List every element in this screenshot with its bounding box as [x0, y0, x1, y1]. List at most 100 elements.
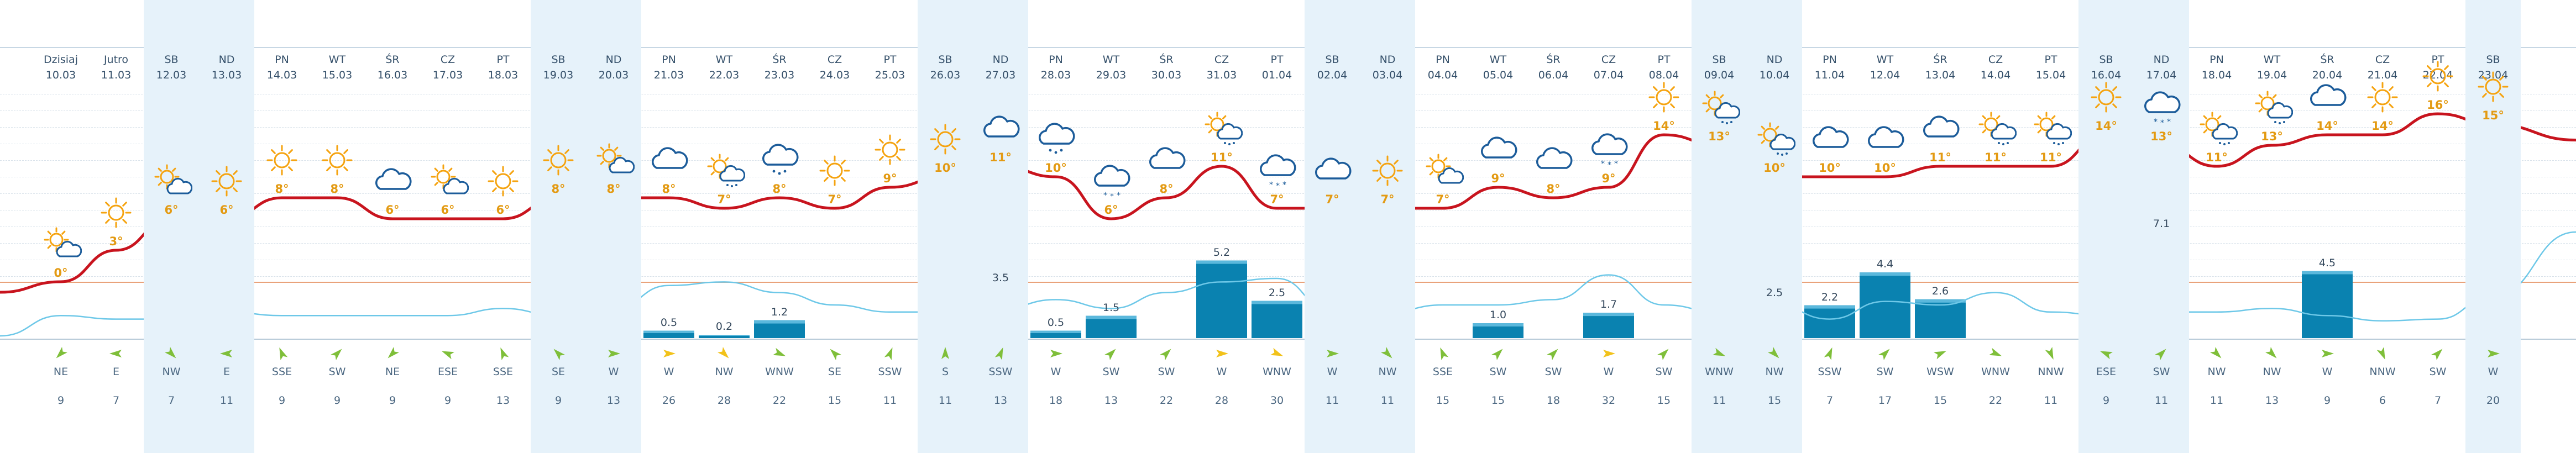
day-column[interactable]: PN 14.03 8° SSE 9 [254, 0, 310, 453]
day-label: CZ 21.04 [2355, 52, 2410, 83]
day-column[interactable]: ND 17.04 * * * 13° 7.1 SW 11 [2134, 0, 2189, 453]
day-label: ND 10.04 [1747, 52, 1802, 83]
day-column[interactable]: SB 16.04 14° ESE 9 [2078, 0, 2134, 453]
day-column[interactable]: WT 29.03 * * * 6° 1.5 SW 13 [1083, 0, 1139, 453]
day-column[interactable]: PN 11.04 10° 2.2 SSW 7 [1802, 0, 1857, 453]
wind-speed: 13 [993, 394, 1008, 407]
day-column[interactable]: ND 13.03 6° E 11 [199, 0, 254, 453]
temperature-label: 10° [1874, 161, 1896, 175]
day-label: CZ 31.03 [1194, 52, 1249, 83]
day-label: Jutro 11.03 [88, 52, 144, 83]
wind-speed: 17 [1878, 394, 1892, 407]
temperature-label: 11° [1985, 151, 2007, 164]
day-column[interactable]: ŚR 16.03 6° NE 9 [365, 0, 420, 453]
day-column[interactable]: SB 26.03 10° S 11 [918, 0, 973, 453]
day-column[interactable]: ND 10.04 10° 2.5 NW 15 [1747, 0, 1802, 453]
day-column[interactable]: ND 20.03 8° W 13 [586, 0, 641, 453]
wind-speed: 7 [2434, 394, 2442, 407]
day-column[interactable]: ŚR 13.04 11° 2.6 WSW 15 [1913, 0, 1968, 453]
day-column[interactable]: PT 25.03 9° SSW 11 [862, 0, 918, 453]
day-column[interactable]: SB23.0415°W20 [2465, 0, 2521, 453]
day-name: WT [1876, 54, 1894, 66]
day-column[interactable]: SB 02.04 7° W 11 [1305, 0, 1360, 453]
day-column[interactable]: CZ 14.04 11° WNW 22 [1968, 0, 2023, 453]
day-column[interactable]: CZ 24.03 7° SE 15 [807, 0, 862, 453]
day-label: PN 21.03 [641, 52, 697, 83]
day-column[interactable]: ND 27.03 11° 3.5 SSW 13 [973, 0, 1028, 453]
wind-speed: 30 [1270, 394, 1284, 407]
wind-direction: NW [2207, 366, 2226, 378]
day-column[interactable]: ND 03.04 7° NW 11 [1360, 0, 1415, 453]
precipitation-bar-highlight [1086, 315, 1137, 319]
day-column[interactable]: Dzisiaj 10.03 0° NE 9 [33, 0, 88, 453]
day-name: ŚR [1546, 54, 1561, 66]
day-column[interactable]: CZ 17.03 6° ESE 9 [420, 0, 475, 453]
day-column[interactable]: ŚR 06.04 8° SW 18 [1526, 0, 1581, 453]
wind-direction: ESE [2096, 366, 2117, 378]
day-column[interactable]: ŚR 30.03 8° SW 22 [1139, 0, 1194, 453]
day-column[interactable]: PT 08.04 14° SW 15 [1636, 0, 1692, 453]
day-column[interactable]: SB 09.04 13° WNW 11 [1692, 0, 1747, 453]
precipitation-bar [1860, 272, 1910, 338]
wind-direction: SSW [988, 366, 1013, 378]
temperature-label: 8° [551, 182, 566, 196]
day-column[interactable]: PN 21.03 8° 0.5 W 26 [641, 0, 697, 453]
wind-direction: SW [1102, 366, 1120, 378]
temperature-label: 11° [1929, 151, 1951, 164]
day-label: PT 01.04 [1249, 52, 1305, 83]
temperature-label: 7° [1270, 193, 1284, 206]
day-column[interactable]: PT 18.03 6° SSE 13 [475, 0, 531, 453]
temperature-label: 14° [2316, 119, 2338, 133]
svg-text:*: * [1276, 182, 1280, 189]
wind-direction: WSW [1926, 366, 1954, 378]
day-column[interactable]: WT 22.03 7° 0.2 NW 28 [697, 0, 752, 453]
day-column[interactable]: PT 15.04 11° NNW 11 [2023, 0, 2078, 453]
wind-speed: 7 [167, 394, 175, 407]
day-name: CZ [2375, 54, 2390, 66]
day-column[interactable]: WT 05.04 9° 1.0 SW 15 [1470, 0, 1526, 453]
day-column[interactable]: PN 18.04 11° NW 11 [2189, 0, 2244, 453]
grid-line [0, 193, 2576, 194]
wind-speed: 9 [554, 394, 562, 407]
day-column[interactable]: CZ 31.03 11° 5.2 W 28 [1194, 0, 1249, 453]
day-date: 25.03 [875, 69, 905, 81]
day-name: SB [551, 54, 566, 66]
day-column[interactable]: WT 15.03 8° SW 9 [310, 0, 365, 453]
day-column[interactable]: PN 28.03 10° 0.5 W 18 [1028, 0, 1083, 453]
day-column[interactable]: PT 01.04 * * * 7° 2.5 WNW 30 [1249, 0, 1305, 453]
day-label: ŚR 06.04 [1526, 52, 1581, 83]
temperature-label: 13° [1708, 130, 1730, 143]
precipitation-label: 4.4 [1876, 258, 1894, 271]
wind-direction: SSE [1432, 366, 1453, 378]
precipitation-label: 0.5 [660, 316, 678, 329]
wind-direction: SW [1655, 366, 1673, 378]
day-column[interactable]: SB 12.03 6° NW 7 [144, 0, 199, 453]
day-name: SB [2486, 54, 2500, 66]
day-column[interactable]: PT 22.04 16° SW 7 [2410, 0, 2465, 453]
day-column[interactable]: WT 19.04 13° NW 13 [2244, 0, 2300, 453]
day-label: WT 29.03 [1083, 52, 1139, 83]
day-column[interactable]: ŚR 23.03 8° 1.2 WNW 22 [752, 0, 807, 453]
day-column[interactable]: WT 12.04 10° 4.4 SW 17 [1857, 0, 1913, 453]
day-column[interactable]: Jutro 11.03 3° E 7 [88, 0, 144, 453]
day-name: PN [662, 54, 676, 66]
wind-speed: 15 [1436, 394, 1450, 407]
day-column[interactable]: SB 19.03 8° SE 9 [531, 0, 586, 453]
day-column[interactable]: CZ 07.04 * * * 9° 1.7 W 32 [1581, 0, 1636, 453]
precipitation-bar-highlight [1252, 301, 1302, 304]
wind-speed: 11 [938, 394, 952, 407]
day-name: ND [1766, 54, 1783, 66]
wind-direction: SW [1489, 366, 1507, 378]
day-column[interactable]: PN 04.04 7° SSE 15 [1415, 0, 1470, 453]
wind-direction: WNW [765, 366, 794, 378]
day-name: PN [1436, 54, 1450, 66]
wind-speed: 9 [333, 394, 341, 407]
day-column[interactable]: CZ 21.04 14° NNW 6 [2355, 0, 2410, 453]
day-label: WT 15.03 [310, 52, 365, 83]
day-column[interactable]: ŚR 20.04 14° 4.5 W 9 [2300, 0, 2355, 453]
wind-direction: W [1216, 366, 1227, 378]
precipitation-bar-highlight [643, 330, 694, 333]
wind-speed: 11 [883, 394, 897, 407]
day-date: 16.04 [2091, 69, 2122, 81]
day-label: ND 03.04 [1360, 52, 1415, 83]
